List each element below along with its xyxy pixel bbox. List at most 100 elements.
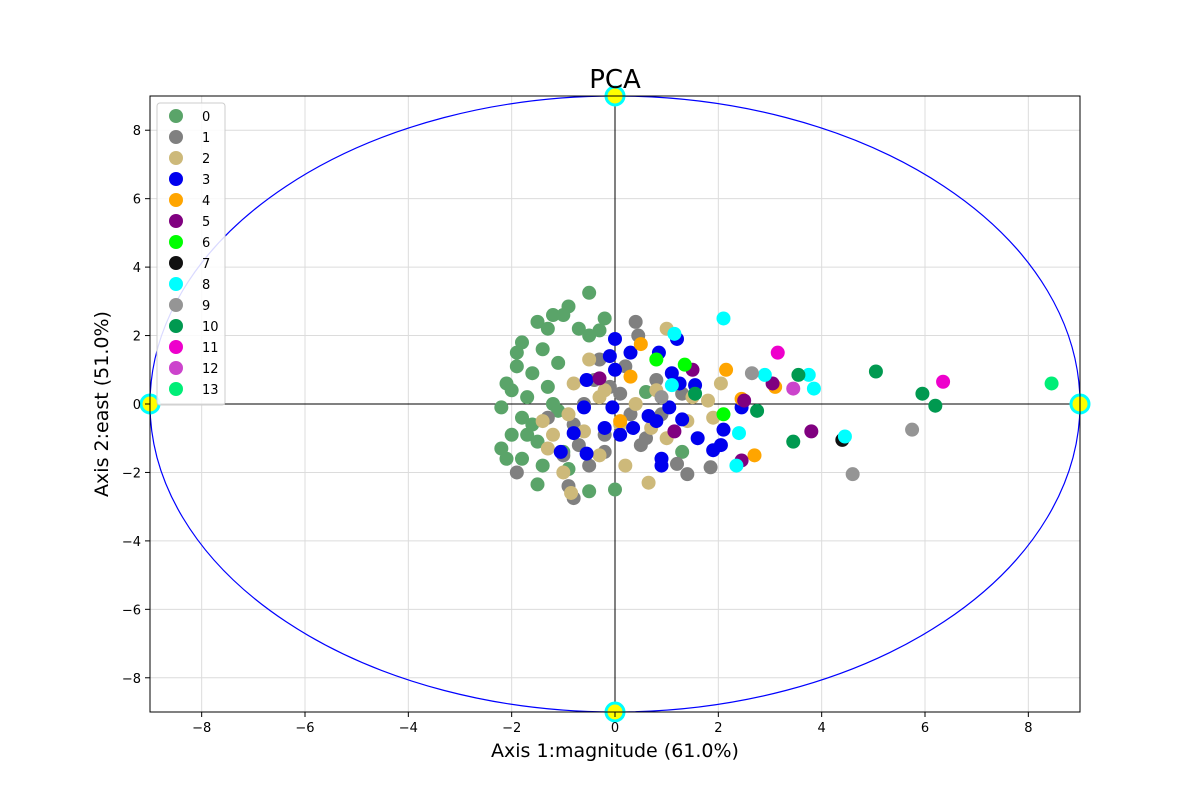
point-series-10 — [688, 386, 703, 401]
point-series-10 — [791, 367, 806, 382]
point-series-2 — [535, 414, 550, 429]
point-series-3 — [654, 458, 669, 473]
y-axis-ticks: −8 −6 −4 −2 0 2 4 6 8 — [122, 124, 150, 687]
point-series-11 — [770, 345, 785, 360]
point-series-9 — [744, 366, 759, 381]
point-series-8 — [732, 426, 746, 441]
legend-marker-4 — [169, 193, 183, 207]
point-series-0 — [535, 458, 550, 473]
data-points — [494, 285, 1059, 506]
point-series-1 — [582, 458, 597, 473]
series-2 — [535, 321, 728, 500]
legend-marker-9 — [169, 298, 183, 312]
point-series-2 — [701, 393, 715, 408]
legend-marker-3 — [169, 172, 183, 186]
legend-marker-12 — [169, 361, 183, 375]
point-series-10 — [868, 364, 883, 379]
point-series-8 — [667, 326, 682, 341]
y-axis-title: Axis 2:east (51.0%) — [91, 311, 113, 497]
y-tick-label: −8 — [122, 672, 141, 687]
series-11 — [770, 345, 951, 389]
legend-marker-2 — [169, 151, 183, 165]
point-series-2 — [577, 424, 591, 439]
series-0 — [494, 285, 690, 499]
series-12 — [786, 381, 801, 396]
point-series-9 — [845, 467, 860, 482]
point-series-0 — [515, 410, 529, 425]
point-series-5 — [737, 393, 752, 408]
point-series-8 — [837, 429, 852, 444]
y-tick-label: −6 — [122, 603, 141, 618]
point-series-0 — [592, 323, 607, 338]
point-series-0 — [525, 366, 540, 381]
point-series-5 — [667, 424, 682, 439]
point-series-2 — [582, 352, 597, 367]
point-series-0 — [520, 390, 535, 405]
point-series-3 — [605, 400, 620, 415]
point-series-10 — [786, 434, 801, 449]
point-series-5 — [592, 371, 607, 386]
legend-label-10: 10 — [202, 320, 219, 335]
point-series-1 — [509, 465, 524, 480]
point-series-0 — [546, 308, 560, 323]
point-series-0 — [540, 379, 555, 394]
point-series-4 — [613, 414, 628, 429]
point-series-0 — [530, 314, 545, 329]
legend-label-12: 12 — [202, 362, 219, 377]
x-tick-label: 6 — [921, 721, 929, 736]
y-tick-label: −2 — [122, 466, 141, 481]
point-series-0 — [499, 451, 514, 466]
series-10 — [688, 364, 943, 449]
point-series-2 — [641, 475, 656, 490]
series-9 — [654, 366, 920, 482]
point-series-8 — [801, 367, 816, 382]
legend-marker-8 — [169, 277, 183, 291]
point-series-0 — [608, 482, 622, 497]
point-series-0 — [556, 308, 571, 323]
legend-label-1: 1 — [202, 131, 210, 146]
point-series-3 — [675, 412, 690, 427]
point-series-0 — [509, 359, 524, 374]
point-series-3 — [579, 446, 594, 461]
point-series-1 — [649, 373, 664, 388]
x-tick-label: −8 — [192, 721, 211, 736]
point-series-2 — [566, 376, 581, 391]
point-series-1 — [670, 456, 684, 471]
legend-label-9: 9 — [202, 299, 210, 314]
point-series-2 — [592, 448, 607, 463]
legend-label-8: 8 — [202, 278, 210, 293]
legend-marker-1 — [169, 130, 183, 144]
y-tick-label: 0 — [133, 398, 141, 413]
point-series-3 — [597, 420, 612, 435]
point-series-11 — [936, 374, 951, 389]
point-series-3 — [626, 420, 641, 435]
legend-label-7: 7 — [202, 257, 210, 272]
point-series-8 — [757, 367, 772, 382]
series-6 — [649, 352, 731, 422]
legend-marker-11 — [169, 340, 183, 354]
point-series-3 — [602, 349, 617, 364]
point-series-1 — [628, 314, 643, 329]
point-series-0 — [515, 451, 529, 466]
point-series-9 — [654, 390, 669, 405]
point-series-3 — [608, 331, 622, 346]
point-series-8 — [806, 381, 821, 396]
point-series-4 — [719, 362, 734, 377]
x-tick-label: 8 — [1024, 721, 1032, 736]
point-series-1 — [703, 460, 718, 475]
x-axis-ticks: −8 −6 −4 −2 0 2 4 6 8 — [192, 712, 1032, 736]
point-series-4 — [623, 369, 638, 384]
point-series-2 — [628, 397, 643, 411]
series-5 — [592, 362, 819, 468]
point-series-3 — [713, 438, 728, 453]
legend-label-13: 13 — [202, 383, 219, 398]
point-series-8 — [729, 458, 744, 473]
point-series-3 — [577, 400, 591, 415]
x-tick-label: 4 — [818, 721, 826, 736]
point-series-0 — [535, 342, 550, 357]
point-series-2 — [618, 458, 633, 473]
legend-marker-13 — [169, 382, 183, 396]
point-series-10 — [750, 403, 765, 418]
point-series-0 — [571, 321, 586, 336]
point-series-0 — [509, 345, 524, 360]
